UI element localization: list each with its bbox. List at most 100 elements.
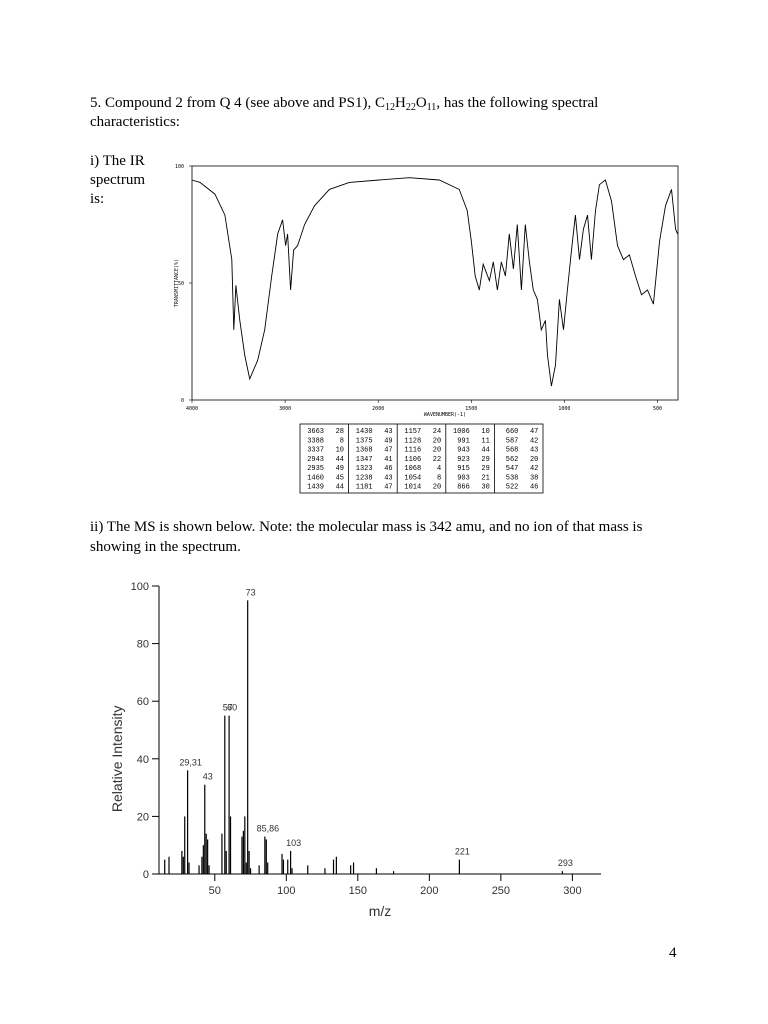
formula-element: O (416, 95, 427, 111)
table-cell: 1128 (404, 437, 421, 445)
x-tick-label: 1500 (465, 406, 477, 412)
table-cell: 1006 (453, 428, 470, 436)
table-cell: 1054 (404, 474, 421, 482)
table-cell: 1347 (356, 456, 373, 464)
page-number: 4 (669, 945, 677, 961)
question-tail: , has the following spectral (436, 95, 598, 111)
x-tick-label: 3000 (279, 406, 291, 412)
peak-label: 43 (203, 772, 213, 782)
table-cell: 2935 (307, 465, 324, 473)
table-cell: 1430 (356, 428, 373, 436)
table-cell: 30 (481, 484, 489, 492)
table-cell: 568 (506, 447, 519, 455)
peak-label: 73 (246, 587, 256, 597)
table-cell: 3388 (307, 437, 324, 445)
table-cell: 923 (457, 456, 470, 464)
table-cell: 8 (437, 474, 441, 482)
table-cell: 903 (457, 474, 470, 482)
question-line: 5. Compound 2 from Q 4 (see above and PS… (90, 95, 598, 113)
table-cell: 1068 (404, 465, 421, 473)
peak-label: 293 (558, 858, 573, 868)
table-cell: 547 (506, 465, 519, 473)
table-cell: 22 (433, 456, 441, 464)
table-cell: 991 (457, 437, 470, 445)
table-cell: 1014 (404, 484, 421, 492)
table-cell: 43 (384, 428, 392, 436)
table-cell: 1460 (307, 474, 324, 482)
y-tick-label: 100 (131, 581, 149, 593)
table-cell: 4 (437, 465, 441, 473)
table-cell: 10 (336, 447, 344, 455)
peak-label: 60 (227, 703, 237, 713)
y-axis-label: Relative Intensity (109, 705, 125, 812)
y-axis-label: TRANSMITTANCE(%) (174, 259, 180, 307)
table-cell: 538 (506, 474, 519, 482)
formula-count: 22 (406, 102, 416, 113)
y-tick-label: 0 (181, 398, 184, 404)
x-tick-label: 200 (420, 885, 438, 897)
y-tick-label: 80 (137, 639, 149, 651)
table-cell: 1375 (356, 437, 373, 445)
x-tick-label: 100 (277, 885, 295, 897)
peak-label: 103 (286, 838, 301, 848)
table-cell: 44 (336, 484, 344, 492)
table-cell: 943 (457, 447, 470, 455)
formula-element: C (375, 95, 385, 111)
table-cell: 3663 (307, 428, 324, 436)
formula-element: H (395, 95, 406, 111)
table-cell: 21 (481, 474, 489, 482)
ir-label: is: (90, 191, 104, 207)
table-cell: 20 (433, 437, 441, 445)
table-cell: 46 (530, 484, 538, 492)
x-tick-label: 250 (492, 885, 510, 897)
ir-label: spectrum (90, 172, 145, 188)
table-cell: 1323 (356, 465, 373, 473)
table-cell: 1181 (356, 484, 373, 492)
question-lead: 5. Compound 2 from Q 4 (see above and PS… (90, 95, 375, 111)
table-cell: 1106 (404, 456, 421, 464)
table-cell: 47 (384, 484, 392, 492)
table-cell: 10 (481, 428, 489, 436)
ir-chart: 0 50 100 4000 3000 2000 1500 1000 500 WAVENUMBER(… (174, 164, 679, 418)
table-cell: 522 (506, 484, 519, 492)
x-tick-label: 500 (653, 406, 662, 412)
table-cell: 2943 (307, 456, 324, 464)
table-cell: 43 (530, 447, 538, 455)
table-cell: 45 (336, 474, 344, 482)
table-border (299, 423, 544, 494)
table-cell: 915 (457, 465, 470, 473)
formula-count: 11 (427, 102, 437, 113)
table-cell: 1116 (404, 447, 421, 455)
table-cell: 20 (433, 484, 441, 492)
table-cell: 43 (384, 474, 392, 482)
table-cell: 28 (336, 428, 344, 436)
table-cell: 49 (336, 465, 344, 473)
table-cell: 3337 (307, 447, 324, 455)
table-cell: 866 (457, 484, 470, 492)
x-tick-label: 50 (209, 885, 221, 897)
table-cell: 44 (481, 447, 489, 455)
table-cell: 47 (384, 447, 392, 455)
x-tick-label: 4000 (186, 406, 198, 412)
table-cell: 1368 (356, 447, 373, 455)
x-axis-label: m/z (369, 903, 392, 919)
x-tick-label: 1000 (558, 406, 570, 412)
table-cell: 41 (384, 456, 392, 464)
table-cell: 1238 (356, 474, 373, 482)
table-cell: 47 (530, 428, 538, 436)
table-cell: 42 (530, 437, 538, 445)
table-cell: 49 (384, 437, 392, 445)
table-cell: 38 (530, 474, 538, 482)
table-cell: 660 (506, 428, 519, 436)
peak-label: 57 (223, 703, 233, 713)
x-tick-label: 2000 (372, 406, 384, 412)
table-cell: 20 (530, 456, 538, 464)
table-cell: 24 (433, 428, 441, 436)
table-cell: 29 (481, 456, 489, 464)
peak-label: 85,86 (257, 824, 280, 834)
table-cell: 11 (481, 437, 489, 445)
table-cell: 46 (384, 465, 392, 473)
